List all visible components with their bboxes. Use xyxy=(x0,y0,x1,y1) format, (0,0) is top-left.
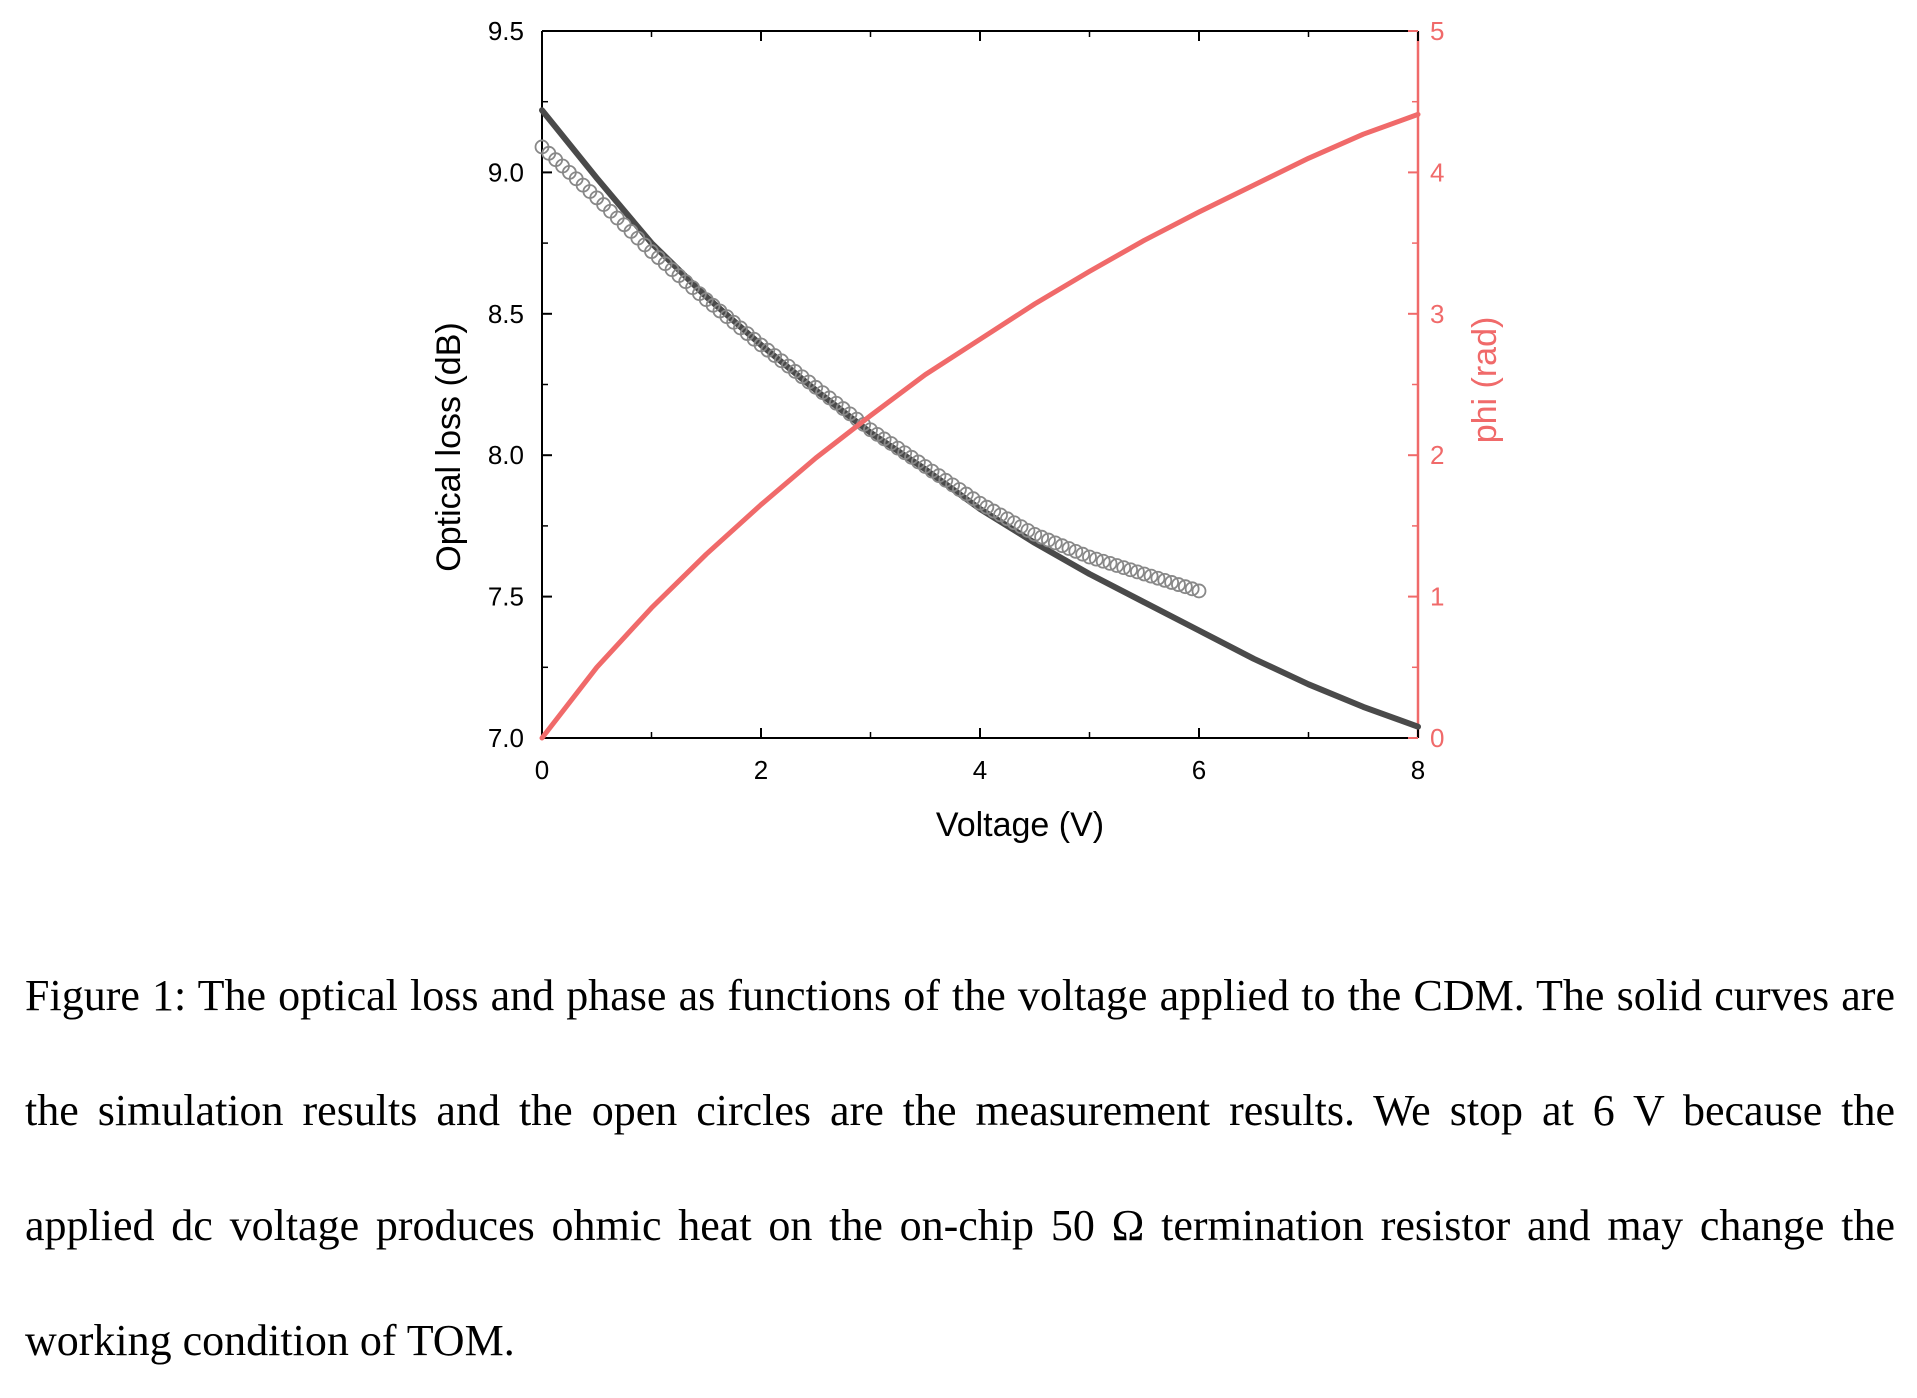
x-tick-label: 2 xyxy=(754,755,768,785)
data-point-circle xyxy=(1157,572,1173,588)
series-measurement-circles xyxy=(534,139,1207,599)
series-phase-line xyxy=(539,111,1421,741)
data-point-circle xyxy=(1164,575,1180,590)
y2-tick-label: 0 xyxy=(1430,723,1444,753)
y-tick-label: 7.0 xyxy=(488,723,524,753)
data-point-circle xyxy=(1123,562,1138,578)
x-tick-label: 0 xyxy=(535,755,549,785)
x-axis-title: Voltage (V) xyxy=(936,806,1104,844)
data-point-circle xyxy=(1143,568,1159,584)
data-point-circle xyxy=(1054,538,1070,554)
dual-axis-line-chart: 0 2 4 6 8 7.0 7.5 8.0 8.5 9.0 9.5 0 1 2 3 4 5 Voltage … xyxy=(430,16,1504,844)
data-point-circle xyxy=(1130,564,1145,580)
series-layer xyxy=(534,107,1421,741)
data-point-circle xyxy=(1136,566,1152,582)
y2-tick-label: 2 xyxy=(1430,440,1444,470)
data-point-circle xyxy=(1088,551,1104,567)
y-tick-label: 8.5 xyxy=(488,299,524,329)
y-axis-left: 7.0 7.5 8.0 8.5 9.0 9.5 xyxy=(488,16,552,753)
data-point-circle xyxy=(1061,541,1077,556)
data-point-circle xyxy=(1075,546,1091,562)
data-point-circle xyxy=(1109,558,1125,573)
data-point-circle xyxy=(1191,583,1207,599)
data-point-circle xyxy=(1027,526,1043,542)
data-point-circle xyxy=(1102,555,1118,571)
y2-tick-label: 3 xyxy=(1430,299,1444,329)
x-tick-label: 8 xyxy=(1411,755,1425,785)
y2-tick-label: 4 xyxy=(1430,157,1444,187)
x-tick-label: 6 xyxy=(1192,755,1206,785)
y-axis-right: 0 1 2 3 4 5 xyxy=(1408,16,1444,753)
data-point-circle xyxy=(1047,535,1063,551)
data-point-circle xyxy=(1150,570,1166,586)
data-point-circle xyxy=(1171,577,1186,592)
data-point-circle xyxy=(1184,581,1200,597)
data-point-circle xyxy=(1041,532,1056,548)
data-point-circle xyxy=(1034,529,1049,545)
figure-caption: Figure 1: The optical loss and phase as … xyxy=(25,971,1895,1365)
y-axis-right-title: phi (rad) xyxy=(1466,317,1504,444)
data-point-circle xyxy=(1177,579,1193,595)
y2-tick-label: 5 xyxy=(1430,16,1444,46)
x-axis: 0 2 4 6 8 xyxy=(535,31,1425,785)
y-axis-left-title: Optical loss (dB) xyxy=(430,322,468,571)
data-point-circle xyxy=(1116,560,1132,576)
data-point-circle xyxy=(1082,549,1097,565)
y-tick-label: 9.0 xyxy=(488,157,524,187)
y2-tick-label: 1 xyxy=(1430,582,1444,612)
x-tick-label: 4 xyxy=(973,755,987,785)
y-tick-label: 8.0 xyxy=(488,440,524,470)
plot-frame xyxy=(541,30,1420,739)
data-point-circle xyxy=(1068,543,1084,559)
data-point-circle xyxy=(1095,553,1111,569)
y-tick-label: 7.5 xyxy=(488,582,524,612)
series-optical-loss-line xyxy=(539,107,1421,730)
y-tick-label: 9.5 xyxy=(488,16,524,46)
